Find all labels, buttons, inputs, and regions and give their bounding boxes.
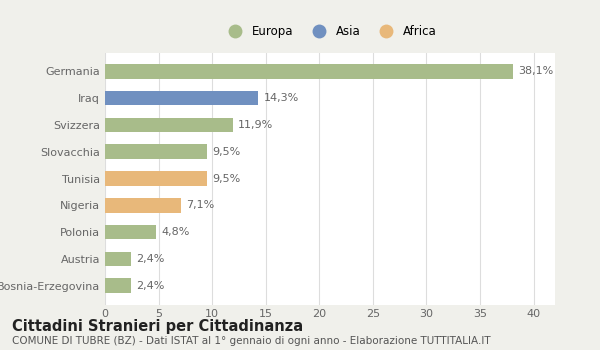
Bar [105, 171, 207, 186]
Bar [105, 278, 131, 293]
Text: 4,8%: 4,8% [162, 227, 190, 237]
Text: COMUNE DI TUBRE (BZ) - Dati ISTAT al 1° gennaio di ogni anno - Elaborazione TUTT: COMUNE DI TUBRE (BZ) - Dati ISTAT al 1° … [12, 336, 491, 346]
Text: 2,4%: 2,4% [136, 254, 164, 264]
Bar [105, 252, 131, 266]
Bar [105, 64, 513, 79]
Bar [105, 91, 258, 105]
Text: 11,9%: 11,9% [238, 120, 273, 130]
Legend: Europa, Asia, Africa: Europa, Asia, Africa [220, 21, 440, 42]
Text: 9,5%: 9,5% [212, 147, 241, 157]
Text: 38,1%: 38,1% [518, 66, 554, 76]
Text: 2,4%: 2,4% [136, 281, 164, 291]
Text: 7,1%: 7,1% [187, 200, 215, 210]
Bar [105, 198, 181, 213]
Text: 9,5%: 9,5% [212, 174, 241, 183]
Bar [105, 144, 207, 159]
Text: 14,3%: 14,3% [263, 93, 299, 103]
Bar [105, 118, 233, 132]
Text: Cittadini Stranieri per Cittadinanza: Cittadini Stranieri per Cittadinanza [12, 318, 303, 334]
Bar [105, 225, 157, 239]
